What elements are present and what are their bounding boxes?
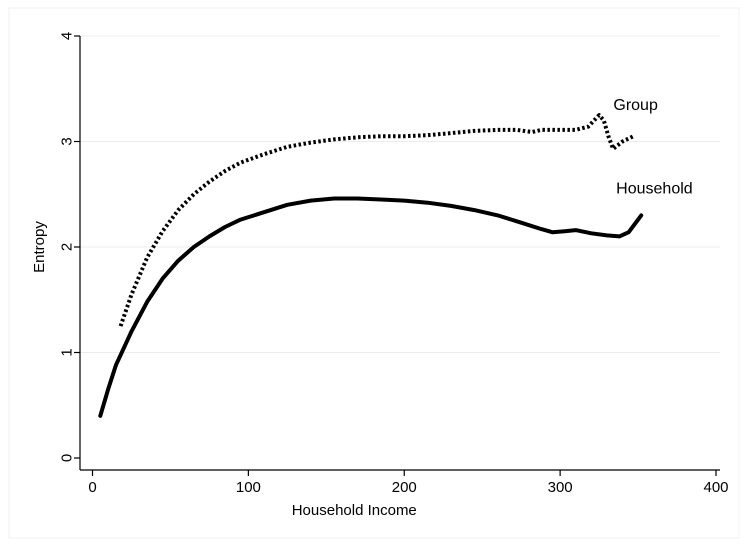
series-labels: Group Household bbox=[613, 97, 692, 197]
x-tick-label: 200 bbox=[392, 479, 417, 496]
x-axis-title: Household Income bbox=[292, 502, 417, 519]
ticks: 0 1 2 3 4 0 100 200 300 400 bbox=[58, 32, 728, 496]
y-tick-label: 1 bbox=[58, 348, 75, 356]
x-tick-label: 100 bbox=[236, 479, 261, 496]
y-axis-title: Entropy bbox=[31, 221, 48, 273]
x-tick-label: 400 bbox=[703, 479, 728, 496]
y-tick-label: 0 bbox=[58, 454, 75, 462]
x-tick-label: 300 bbox=[548, 479, 573, 496]
axes bbox=[79, 36, 720, 471]
y-tick-label: 3 bbox=[58, 137, 75, 145]
series-label-household: Household bbox=[616, 180, 693, 197]
series-line-household bbox=[98, 196, 644, 418]
y-tick-label: 2 bbox=[58, 243, 75, 251]
y-tick-label: 4 bbox=[58, 32, 75, 40]
series-label-group: Group bbox=[613, 97, 658, 114]
grid-lines bbox=[80, 35, 720, 353]
series-lines bbox=[98, 113, 644, 418]
series-line-group bbox=[118, 113, 635, 327]
x-tick-label: 0 bbox=[88, 479, 96, 496]
plot-region-frame bbox=[8, 7, 740, 539]
